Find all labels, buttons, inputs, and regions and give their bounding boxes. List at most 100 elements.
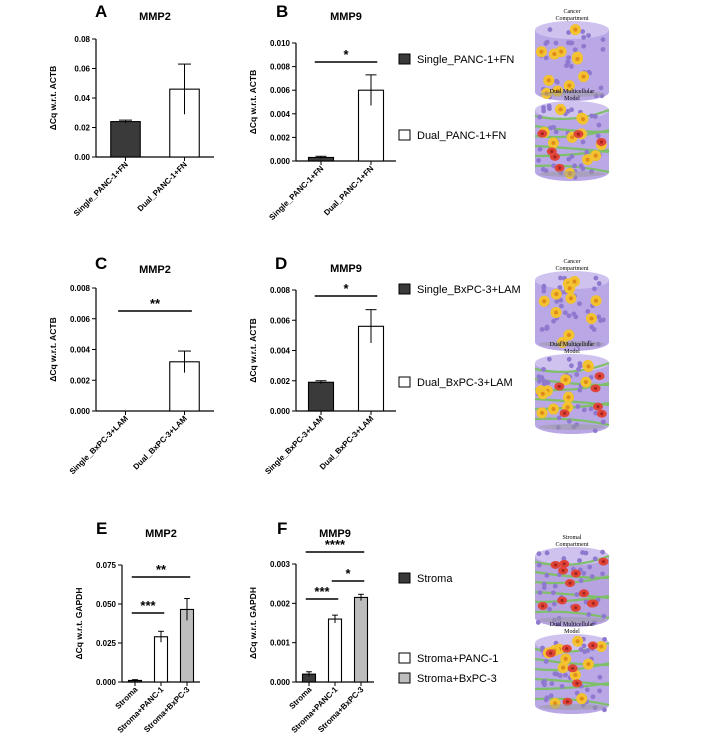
illustration-caption: Dual Multicellular <box>550 342 595 348</box>
cell-nucleus <box>596 404 600 409</box>
y-tick-label: 0.010 <box>270 39 291 48</box>
chart-panel-E: E MMP2 ΔCq w.r.t. GAPDH 0.000 0.025 0.050 0.07… <box>74 519 200 735</box>
bead <box>584 687 590 693</box>
bead <box>602 636 607 642</box>
bead <box>601 613 607 619</box>
cell-nucleus <box>554 292 559 297</box>
fiber <box>534 164 610 174</box>
illustration-caption: Model <box>564 96 580 102</box>
bead <box>541 366 546 372</box>
illustration-caption: Compartment <box>556 16 589 22</box>
bead <box>536 378 542 384</box>
bead <box>565 59 571 65</box>
legend-label: Stroma+BxPC-3 <box>417 673 497 685</box>
bead <box>553 78 559 84</box>
bead <box>569 107 574 113</box>
illustration-caption: Cancer <box>564 9 581 15</box>
bead <box>600 549 605 555</box>
bead <box>600 37 606 43</box>
bar-Stroma+BxPC-3 <box>353 596 369 683</box>
legend-3: Stroma Stroma+PANC-1 Stroma+BxPC-3 <box>398 572 498 685</box>
legend-label: Stroma+PANC-1 <box>417 653 498 665</box>
y-tick-label: 0.002 <box>270 599 291 608</box>
bead <box>544 695 550 701</box>
x-tick-label: Stroma+PANC-1 <box>116 685 166 735</box>
bead <box>543 658 549 664</box>
panel-title: MMP9 <box>330 11 362 23</box>
bead <box>563 672 568 678</box>
y-tick-label: 0.050 <box>96 600 117 609</box>
bead <box>581 34 587 40</box>
bead <box>597 688 603 694</box>
bead <box>566 55 572 61</box>
bead <box>580 29 586 34</box>
legend-swatch <box>398 376 411 388</box>
bead <box>587 564 593 570</box>
cell-nucleus <box>572 279 577 284</box>
cylinder-shadow <box>539 424 605 430</box>
bead <box>581 43 587 49</box>
bead <box>536 158 541 163</box>
bead <box>581 407 587 413</box>
cell-nucleus <box>574 571 578 576</box>
cell-nucleus <box>586 662 591 667</box>
bead <box>578 578 584 583</box>
bead <box>541 585 547 591</box>
panel-letter: B <box>276 2 288 21</box>
bead <box>552 583 558 589</box>
bead <box>578 647 584 652</box>
cell-nucleus <box>594 298 599 303</box>
bead <box>596 281 602 286</box>
y-tick-label: 0.008 <box>270 63 291 72</box>
illustration-caption: Model <box>564 629 580 635</box>
cell-nucleus <box>576 132 580 136</box>
bead <box>602 707 607 713</box>
x-tick-label: Dual_BxPC-3+LAM <box>131 414 189 472</box>
cell-nucleus <box>560 598 564 603</box>
cell-nucleus <box>581 74 586 79</box>
bead <box>542 682 547 688</box>
bead <box>558 275 563 281</box>
illustration-caption: Model <box>564 349 580 355</box>
bead <box>544 39 550 45</box>
cell-nucleus <box>575 681 579 685</box>
chart-panel-B: B MMP9 ΔCq w.r.t. ACTB 0.000 0.002 0.004 0.006… <box>248 2 396 222</box>
bead <box>586 33 591 38</box>
legend-label: Single_BxPC-3+LAM <box>417 284 521 296</box>
bead <box>600 317 606 323</box>
y-axis-label: ΔCq w.r.t. GAPDH <box>74 588 84 660</box>
y-tick-label: 0.04 <box>74 94 90 103</box>
bead <box>592 286 597 292</box>
bead <box>562 310 568 316</box>
bead <box>544 550 550 556</box>
legend-swatch <box>398 283 411 295</box>
cell-nucleus <box>562 562 566 566</box>
cell-nucleus <box>546 78 551 83</box>
x-tick-label: Dual_PANC-1+FN <box>322 164 375 217</box>
cell-nucleus <box>568 581 572 585</box>
y-tick-label: 0.075 <box>96 561 117 570</box>
y-tick-label: 0.02 <box>74 124 90 133</box>
cell-nucleus <box>583 380 588 385</box>
y-tick-label: 0.000 <box>70 407 91 416</box>
y-tick-label: 0.001 <box>270 639 291 648</box>
bead <box>586 612 592 617</box>
illustration-caption: Compartment <box>556 542 589 548</box>
illustration-caption: Cancer <box>564 259 581 265</box>
panel-title: MMP2 <box>145 528 177 540</box>
panel-title: MMP9 <box>319 528 351 540</box>
bead <box>549 681 555 687</box>
cell-nucleus <box>549 651 553 655</box>
bead <box>564 63 569 69</box>
cell-nucleus <box>600 412 604 416</box>
cell-nucleus <box>573 673 578 678</box>
x-tick-label: Dual_BxPC-3+LAM <box>318 414 376 472</box>
bead <box>551 601 557 607</box>
cell-nucleus <box>599 140 604 144</box>
cell-nucleus <box>580 117 585 122</box>
significance-label: * <box>343 47 349 62</box>
bead <box>557 673 563 679</box>
cylinder-shadow <box>539 171 605 177</box>
